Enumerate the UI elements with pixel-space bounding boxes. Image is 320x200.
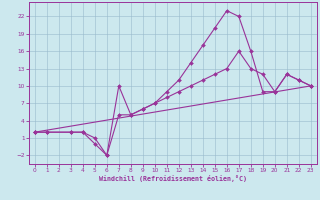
X-axis label: Windchill (Refroidissement éolien,°C): Windchill (Refroidissement éolien,°C) (99, 175, 247, 182)
